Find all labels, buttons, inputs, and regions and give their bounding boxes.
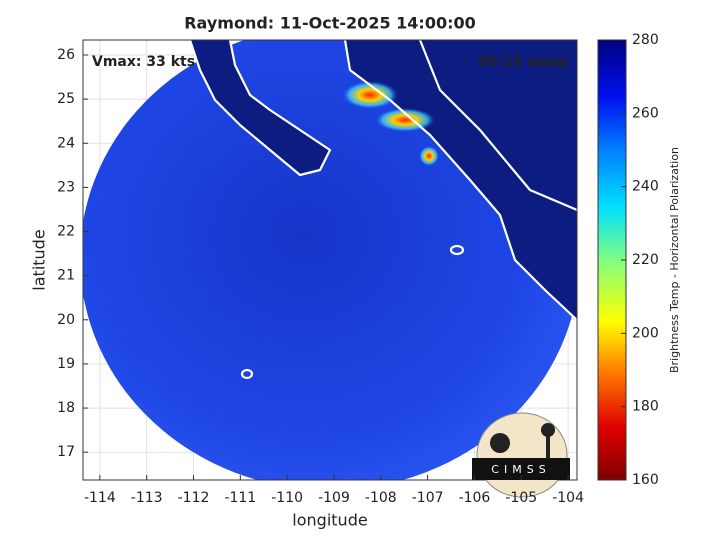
x-tick-label: -111	[224, 490, 256, 506]
x-tick-label: -112	[178, 490, 210, 506]
y-tick-label: 25	[57, 91, 75, 107]
time-note: 00:18 away	[478, 54, 568, 70]
x-axis-label: longitude	[292, 511, 367, 530]
colorbar-tick-label: 280	[632, 32, 659, 48]
y-tick-label: 22	[57, 224, 75, 240]
title: Raymond: 11-Oct-2025 14:00:00	[184, 14, 476, 33]
colorbar-tick-label: 240	[632, 179, 659, 195]
colorbar-tick-label: 180	[632, 399, 659, 415]
x-tick-label: -108	[365, 490, 397, 506]
y-tick-label: 20	[57, 312, 75, 328]
y-tick-label: 26	[57, 47, 75, 63]
x-tick-label: -106	[459, 490, 491, 506]
convection	[375, 108, 435, 132]
y-tick-label: 24	[57, 135, 75, 151]
x-tick-label: -113	[131, 490, 163, 506]
coastline	[188, 40, 332, 177]
colorbar-tick-label: 220	[632, 252, 659, 268]
colorbar-tick-label: 260	[632, 105, 659, 121]
island	[240, 368, 254, 380]
intensity-note: Vmax: 33 kts	[92, 54, 195, 70]
baja-land	[190, 40, 330, 175]
logo-text: CIMSS	[491, 463, 550, 476]
y-tick-label: 17	[57, 444, 75, 460]
colorbar-tick-label: 160	[632, 472, 659, 488]
coastline	[343, 40, 577, 321]
x-tick-label: -104	[552, 490, 584, 506]
y-tick-label: 21	[57, 268, 75, 284]
x-tick-label: -114	[84, 490, 116, 506]
y-tick-label: 18	[57, 400, 75, 416]
convection	[419, 146, 439, 166]
logo: CIMSS	[472, 412, 570, 498]
x-tick-label: -105	[505, 490, 537, 506]
y-tick-label: 19	[57, 356, 75, 372]
plot-frame	[82, 39, 578, 481]
y-tick-label: 23	[57, 179, 75, 195]
y-axis-label: latitude	[30, 229, 49, 290]
colorbar-label: Brightness Temp - Horizontal Polarizatio…	[668, 147, 681, 373]
colorbar-tick-label: 200	[632, 325, 659, 341]
x-tick-label: -107	[412, 490, 444, 506]
x-tick-label: -109	[318, 490, 350, 506]
convection	[342, 81, 398, 109]
island	[449, 244, 465, 256]
border	[418, 40, 577, 212]
x-tick-label: -110	[271, 490, 303, 506]
imagery	[83, 40, 577, 480]
